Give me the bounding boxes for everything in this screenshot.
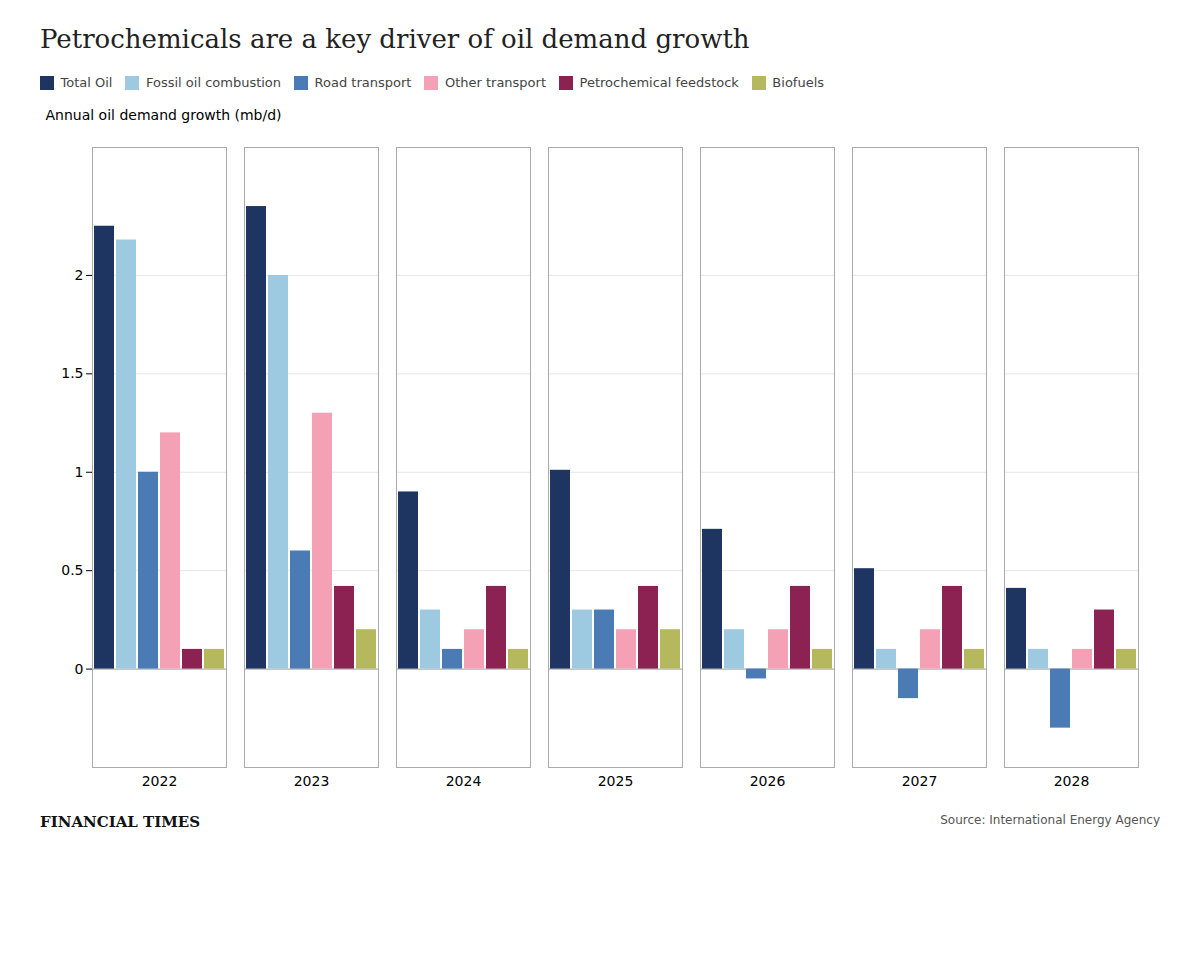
html-text:Source: International Energy A: Source: International Energy Agency (940, 813, 1160, 827)
svg-text:2023: 2023 (294, 773, 330, 789)
svg-text:1.5: 1.5 (61, 365, 83, 381)
svg-text:2024: 2024 (446, 773, 482, 789)
html-text:Biofuels: Biofuels (772, 75, 824, 90)
html-text:Other transport: Other transport (444, 75, 546, 90)
html-text:Total Oil: Total Oil (60, 75, 113, 90)
html-text:Fossil oil combustion: Fossil oil combustion (146, 75, 282, 90)
html-text:FINANCIAL TIMES: FINANCIAL TIMES (40, 813, 201, 831)
svg-text:2025: 2025 (598, 773, 634, 789)
svg-text:2: 2 (75, 267, 84, 283)
svg-text:Annual oil demand growth (mb/d: Annual oil demand growth (mb/d) (46, 107, 282, 123)
html-text:Petrochemicals are a key drive: Petrochemicals are a key driver of oil d… (40, 24, 750, 54)
svg-text:2027: 2027 (902, 773, 938, 789)
svg-text:1: 1 (75, 464, 84, 480)
svg-text:2026: 2026 (750, 773, 786, 789)
html-text:Petrochemical feedstock: Petrochemical feedstock (579, 75, 739, 90)
svg-text:0.5: 0.5 (61, 562, 83, 578)
svg-text:0: 0 (75, 661, 84, 677)
svg-text:2022: 2022 (142, 773, 178, 789)
html-text:Road transport: Road transport (314, 75, 412, 90)
svg-text:2028: 2028 (1054, 773, 1090, 789)
